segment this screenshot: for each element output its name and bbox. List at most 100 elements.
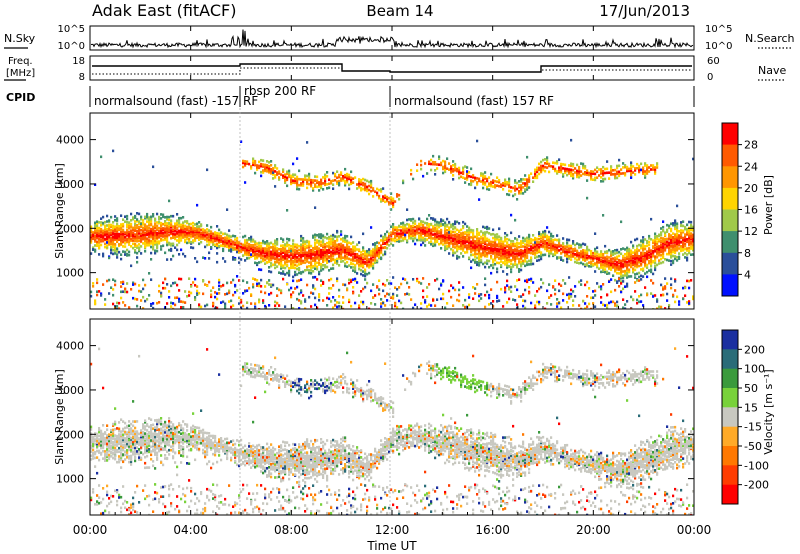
- power-cell: [208, 251, 211, 255]
- power-cell: [446, 234, 449, 237]
- power-cell: [468, 237, 471, 241]
- power-cell: [560, 306, 563, 309]
- power-cell: [306, 268, 309, 272]
- power-cell: [620, 282, 623, 285]
- power-cell: [662, 293, 665, 297]
- power-cell: [542, 244, 545, 248]
- power-cell: [270, 170, 273, 173]
- power-cell: [324, 175, 327, 179]
- power-cell: [628, 167, 631, 171]
- power-cell: [590, 178, 593, 181]
- power-cell: [280, 267, 283, 270]
- power-cell: [270, 264, 273, 268]
- power-cell: [118, 243, 121, 246]
- power-cell: [342, 256, 345, 259]
- power-cell: [328, 186, 331, 190]
- power-cell: [388, 235, 391, 239]
- power-cell: [334, 258, 337, 262]
- power-cell: [584, 167, 587, 170]
- power-cell: [394, 302, 397, 306]
- power-cell: [98, 233, 101, 237]
- power-cell: [584, 307, 587, 309]
- power-cell: [578, 175, 581, 179]
- power-cell: [126, 234, 129, 237]
- power-cell: [656, 166, 659, 169]
- power-cell: [684, 233, 687, 236]
- power-cell: [464, 239, 467, 243]
- velocity-cell: [94, 452, 97, 456]
- power-cell: [488, 251, 491, 255]
- power-cell: [244, 244, 247, 248]
- power-cell: [290, 176, 293, 180]
- power-cell: [96, 226, 99, 230]
- power-cell: [152, 233, 155, 236]
- power-cell: [186, 227, 189, 231]
- power-cell: [334, 261, 337, 264]
- power-cell: [192, 228, 195, 232]
- power-cell: [682, 229, 685, 233]
- power-cell: [338, 175, 341, 179]
- power-cell: [234, 258, 237, 261]
- power-cell: [406, 231, 409, 234]
- power-cell: [222, 247, 225, 251]
- power-cell: [342, 296, 345, 299]
- power-cell: [450, 225, 453, 229]
- power-cell: [154, 236, 157, 240]
- power-cell: [660, 233, 663, 237]
- power-cell: [622, 254, 625, 258]
- power-cell: [498, 299, 501, 302]
- power-cell: [384, 304, 387, 307]
- power-cell: [284, 251, 287, 254]
- power-cell: [300, 256, 303, 260]
- power-cell: [490, 246, 493, 250]
- power-cell: [500, 260, 503, 263]
- power-cell: [404, 232, 407, 235]
- power-cell: [190, 234, 193, 237]
- power-cell: [606, 160, 609, 163]
- power-cell: [296, 181, 299, 185]
- power-cell: [528, 186, 531, 189]
- power-cell: [636, 256, 639, 260]
- power-cell: [348, 300, 351, 304]
- power-cell: [670, 236, 673, 239]
- power-cell: [654, 170, 657, 173]
- power-cell: [346, 172, 349, 176]
- power-cell: [104, 220, 107, 224]
- power-cell: [358, 306, 361, 309]
- power-cell: [360, 259, 363, 262]
- power-cell: [660, 250, 663, 254]
- power-cell: [492, 266, 495, 270]
- power-cell: [544, 233, 547, 236]
- power-cell: [224, 236, 227, 240]
- power-cell: [436, 163, 439, 166]
- power-cell: [596, 176, 599, 179]
- power-cell: [608, 301, 611, 305]
- power-cell: [528, 251, 531, 254]
- power-cell: [340, 245, 343, 249]
- power-cell: [292, 291, 295, 294]
- power-cell: [472, 234, 475, 237]
- power-cell: [540, 164, 543, 168]
- power-cell: [268, 165, 271, 168]
- power-cell: [154, 229, 157, 233]
- power-cell: [534, 172, 537, 176]
- power-cell: [464, 177, 467, 180]
- power-cell: [384, 232, 387, 236]
- power-cell: [306, 180, 309, 184]
- power-cell: [648, 269, 651, 272]
- power-cell: [396, 195, 399, 198]
- power-cell: [498, 235, 501, 238]
- power-cell: [634, 256, 637, 259]
- power-cell: [240, 140, 243, 143]
- power-cell: [144, 241, 147, 244]
- power-cell: [360, 186, 363, 190]
- power-cell: [322, 188, 325, 191]
- power-cell: [606, 251, 609, 255]
- power-cell: [670, 241, 673, 245]
- power-cell: [540, 253, 543, 256]
- power-cell: [242, 248, 245, 252]
- power-cell: [346, 288, 349, 292]
- power-cell: [652, 260, 655, 263]
- power-cell: [582, 257, 585, 260]
- power-cell: [90, 228, 93, 231]
